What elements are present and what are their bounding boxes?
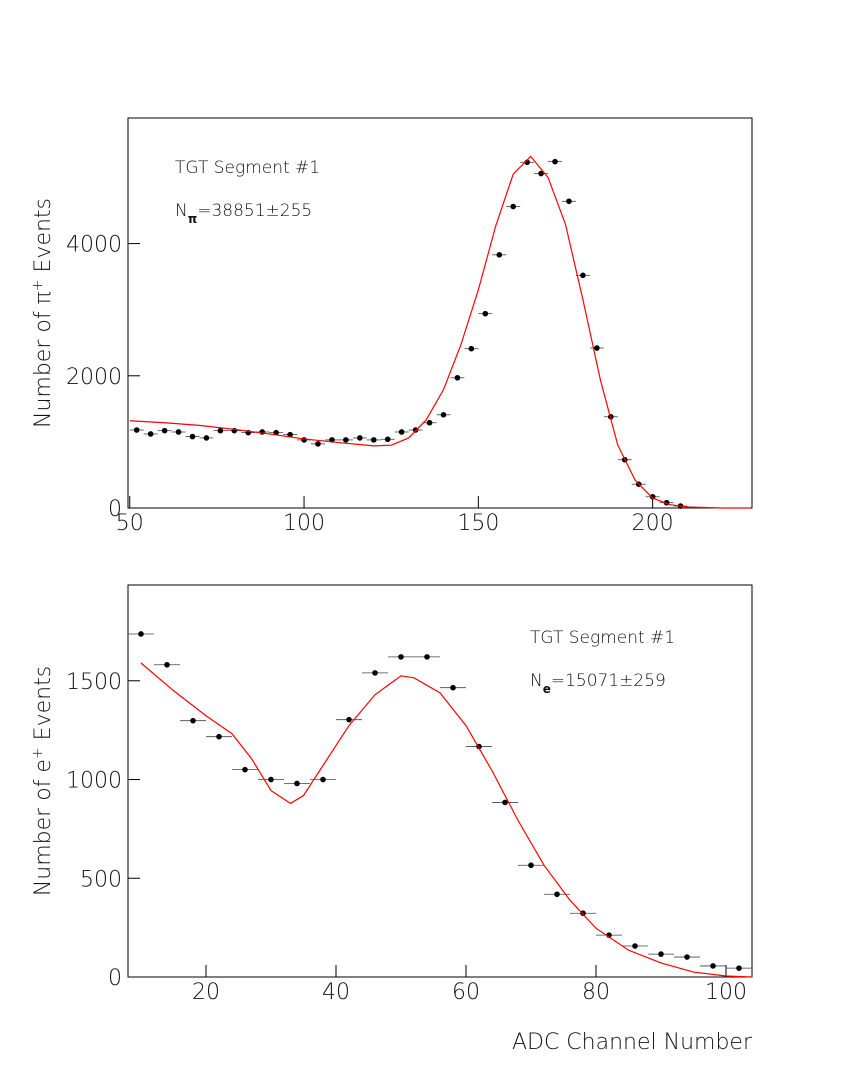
y-axis-label-part: Number of e <box>31 759 56 896</box>
data-point <box>346 716 352 723</box>
data-point <box>468 345 475 352</box>
y-axis-label: Number of e+ Events <box>30 666 56 896</box>
data-point <box>384 436 391 443</box>
annotation: TGT Segment #1 <box>175 158 320 178</box>
data-point <box>658 951 664 957</box>
y-tick-label: 500 <box>80 867 122 892</box>
data-point <box>216 733 222 740</box>
y-axis-label-part: Events <box>31 666 56 747</box>
fit-result-part: N <box>530 671 543 691</box>
data-point <box>357 435 363 441</box>
fit-result-part: e <box>543 682 551 696</box>
annotation: TGT Segment #1 <box>530 628 675 648</box>
data-point <box>450 684 456 691</box>
data-point <box>426 419 433 426</box>
y-axis-label: Number of π+ Events <box>30 198 56 428</box>
data-point <box>736 965 742 971</box>
x-axis-label: ADC Channel Number <box>512 1030 753 1055</box>
data-point <box>580 272 586 279</box>
data-point <box>273 429 279 436</box>
data-point <box>268 776 274 783</box>
data-point <box>203 435 210 441</box>
y-axis-label-part: + <box>30 279 46 291</box>
data-point <box>189 433 196 440</box>
fit-result: Ne=15071±259 <box>530 671 666 696</box>
data-point <box>594 345 600 351</box>
data-point <box>538 170 544 177</box>
y-tick-label: 4000 <box>66 233 122 258</box>
fit-result-part: =38851±255 <box>197 201 312 221</box>
data-point <box>372 670 378 676</box>
x-tick-label: 80 <box>582 980 610 1005</box>
y-axis-label-part: Events <box>31 198 56 279</box>
data-point <box>320 776 326 783</box>
data-point <box>315 441 321 447</box>
y-axis-label-part: + <box>30 747 46 759</box>
data-point <box>398 654 404 660</box>
x-tick-label: 60 <box>452 980 480 1005</box>
data-point <box>710 963 716 969</box>
fit-result-part: π <box>188 212 198 226</box>
data-point <box>454 374 461 381</box>
data-point <box>552 158 558 165</box>
fit-result-part: N <box>175 201 188 221</box>
data-point <box>147 431 154 437</box>
data-point <box>510 203 517 210</box>
data-point <box>370 437 377 443</box>
data-point <box>259 429 266 435</box>
x-tick-label: 50 <box>116 511 144 536</box>
data-point <box>217 427 224 434</box>
x-tick-label: 150 <box>457 511 499 536</box>
y-tick-label: 0 <box>108 966 122 991</box>
data-point <box>566 198 572 205</box>
fit-result-part: =15071±259 <box>551 671 666 691</box>
x-tick-label: 100 <box>705 980 747 1005</box>
plot-frame <box>127 584 753 978</box>
x-tick-label: 20 <box>192 980 220 1005</box>
data-point <box>287 431 293 438</box>
y-axis-label-part: Number of π <box>31 291 56 428</box>
data-point <box>161 427 168 434</box>
data-point <box>398 429 405 435</box>
y-tick-label: 0 <box>108 497 122 522</box>
data-point <box>528 862 534 869</box>
x-tick-label: 40 <box>322 980 350 1005</box>
plot-frame <box>127 117 753 509</box>
data-point <box>133 427 140 433</box>
data-point <box>343 437 349 443</box>
fit-curve <box>140 662 753 978</box>
data-point <box>684 954 690 960</box>
data-point <box>175 429 182 435</box>
data-point <box>301 437 307 443</box>
data-point <box>632 943 638 949</box>
data-point <box>482 310 489 317</box>
data-point <box>294 780 300 787</box>
data-point <box>496 252 503 258</box>
y-tick-label: 1500 <box>66 670 122 695</box>
fit-result: Nπ=38851±255 <box>175 201 312 226</box>
fit-curve <box>129 155 751 509</box>
x-tick-label: 200 <box>632 511 674 536</box>
data-point <box>424 654 430 660</box>
data-point <box>440 411 447 418</box>
x-tick-label: 100 <box>283 511 325 536</box>
y-tick-label: 1000 <box>66 769 122 794</box>
data-point <box>164 661 170 668</box>
data-point <box>138 631 144 637</box>
data-point <box>554 891 560 898</box>
data-point <box>190 717 196 724</box>
y-tick-label: 2000 <box>66 365 122 390</box>
data-point <box>502 799 508 806</box>
data-point <box>242 766 248 773</box>
